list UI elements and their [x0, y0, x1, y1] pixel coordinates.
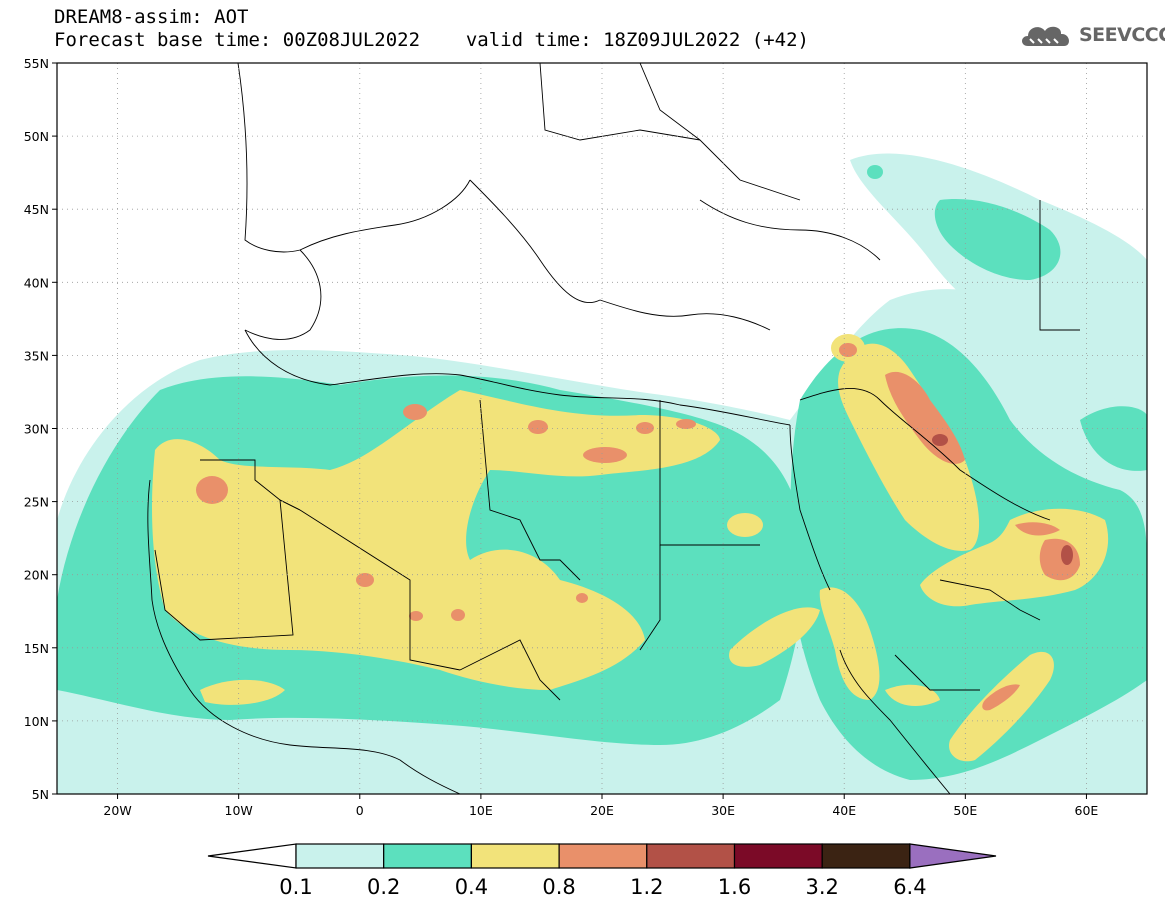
- base-time-label: Forecast base time: 00Z08JUL2022: [54, 29, 421, 51]
- lat-tick-label: 40N: [24, 275, 49, 290]
- colorbar-label: 0.1: [279, 875, 312, 899]
- aot-band-0.4: [200, 679, 285, 705]
- colorbar-label: 0.4: [455, 875, 488, 899]
- aot-band-0.8: [451, 609, 465, 621]
- colorbar-swatch: [383, 843, 473, 869]
- colorbar-label: 6.4: [893, 875, 926, 899]
- colorbar-swatch: [295, 843, 385, 869]
- aot-band-0.8: [839, 343, 857, 357]
- lat-tick-label: 25N: [24, 495, 49, 510]
- aot-band-1.2: [932, 434, 948, 446]
- valid-time-label: valid time: 18Z09JUL2022 (+42): [465, 29, 809, 51]
- lon-tick-label: 10W: [225, 803, 253, 818]
- aot-band-0.8: [403, 404, 427, 420]
- product-title: DREAM8-assim: AOT: [54, 6, 249, 28]
- lat-lon-grid: [57, 63, 1147, 794]
- colorbar-swatch: [470, 843, 560, 869]
- lat-tick-label: 35N: [24, 348, 49, 363]
- lon-tick-label: 30E: [711, 803, 735, 818]
- aot-band-0.8: [356, 573, 374, 587]
- lat-tick-label: 30N: [24, 422, 49, 437]
- aot-band-0.4: [838, 343, 980, 551]
- aot-band-0.4: [920, 508, 1109, 607]
- lat-tick-label: 50N: [24, 129, 49, 144]
- aot-band-0.8: [528, 420, 548, 434]
- lon-tick-label: 40E: [832, 803, 856, 818]
- colorbar-upper-arrow: [909, 843, 997, 869]
- aot-band-0.8: [576, 593, 588, 603]
- aot-band-0.8: [636, 422, 654, 434]
- lat-tick-label: 55N: [24, 56, 49, 71]
- colorbar-swatch: [646, 843, 736, 869]
- aot-band-0.4: [885, 684, 940, 706]
- aot-band-0.4: [152, 390, 720, 690]
- aot-band-0.4: [819, 587, 880, 700]
- lat-tick-label: 5N: [32, 787, 49, 802]
- aot-band-0.8: [982, 684, 1020, 711]
- aot-band-0.2: [1080, 406, 1147, 471]
- aot-band-1.2: [1061, 545, 1073, 565]
- lat-tick-label: 45N: [24, 202, 49, 217]
- lat-tick-label: 10N: [24, 714, 49, 729]
- aot-contours: [57, 153, 1147, 794]
- colorbar-swatch: [733, 843, 823, 869]
- lon-tick-label: 20E: [590, 803, 614, 818]
- lon-tick-label: 60E: [1075, 803, 1099, 818]
- logo-text: SEEVCCC: [1079, 24, 1165, 46]
- cloud-icon: [1022, 26, 1070, 46]
- colorbar-label: 0.8: [542, 875, 575, 899]
- aot-band-0.2: [867, 165, 883, 179]
- colorbar-lower-arrow: [207, 843, 297, 869]
- longitude-axis: 20W 10W 0 10E 20E 30E 40E 50E 60E: [103, 794, 1098, 818]
- aot-band-0.8: [1015, 522, 1060, 536]
- colorbar-label: 1.6: [718, 875, 751, 899]
- lat-tick-label: 15N: [24, 641, 49, 656]
- aot-band-0.8: [583, 447, 627, 463]
- lon-tick-label: 10E: [469, 803, 493, 818]
- aot-colorbar: 0.1 0.2 0.4 0.8 1.2 1.6 3.2 6.4: [207, 843, 997, 899]
- aot-band-0.8: [676, 419, 696, 429]
- colorbar-swatch: [821, 843, 911, 869]
- colorbar-label: 3.2: [805, 875, 838, 899]
- aot-band-0.4: [949, 651, 1054, 762]
- lat-tick-label: 20N: [24, 568, 49, 583]
- seevccc-logo: SEEVCCC: [1018, 20, 1165, 50]
- aot-band-0.8: [196, 476, 228, 504]
- aot-band-0.4: [729, 607, 820, 667]
- aot-band-0.4: [727, 513, 763, 537]
- lon-tick-label: 20W: [103, 803, 131, 818]
- time-info-line: Forecast base time: 00Z08JUL2022 valid t…: [54, 29, 809, 52]
- latitude-axis: 55N 50N 45N 40N 35N 30N 25N 20N 15N 10N 5N: [24, 56, 57, 802]
- colorbar-label: 1.2: [630, 875, 663, 899]
- lon-tick-label: 50E: [953, 803, 977, 818]
- lon-tick-label: 0: [356, 803, 364, 818]
- map-header: DREAM8-assim: AOT Forecast base time: 00Z…: [54, 6, 809, 52]
- colorbar-swatch: [558, 843, 648, 869]
- aot-band-0.2: [934, 199, 1061, 280]
- country-borders: [147, 63, 1080, 794]
- aot-band-0.8: [409, 611, 423, 621]
- colorbar-label: 0.2: [367, 875, 400, 899]
